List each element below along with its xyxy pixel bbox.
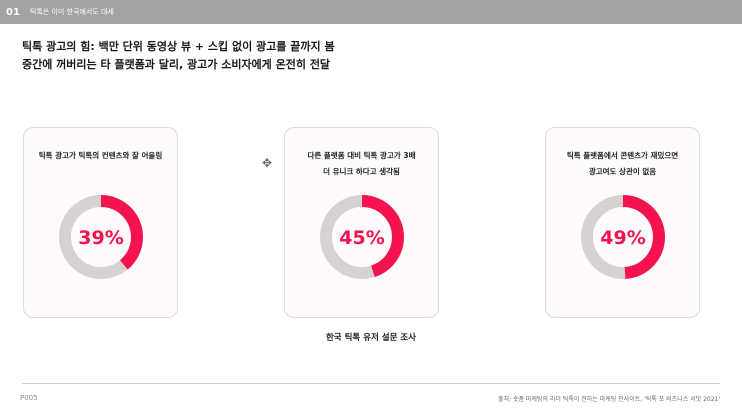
donut-percent-label: 49%	[600, 227, 645, 249]
stat-card-title: 틱톡 플랫폼에서 콘텐츠가 재밌으면 광고여도 상관이 없음	[546, 148, 699, 180]
page-number: P005	[20, 394, 38, 402]
section-header-bar: 01 틱톡은 이미 한국에서도 대세	[0, 0, 742, 24]
stat-card-title-line-1: 틱톡 광고가 틱톡의 컨텐츠와 잘 어울림	[38, 151, 163, 160]
section-number: 01	[6, 6, 20, 18]
stat-card-title-line-2: 더 유니크 하다고 생각됨	[323, 167, 400, 176]
heading-line-1: 틱톡 광고의 힘: 백만 단위 동영상 뷰 + 스킵 없이 광고를 끝까지 봄	[22, 40, 335, 53]
stat-card-title: 틱톡 광고가 틱톡의 컨텐츠와 잘 어울림	[24, 148, 177, 164]
footer-divider	[22, 383, 720, 384]
stat-card-title-line-1: 다른 플랫폼 대비 틱톡 광고가 3배	[307, 151, 416, 160]
stat-card-title: 다른 플랫폼 대비 틱톡 광고가 3배 더 유니크 하다고 생각됨	[285, 148, 438, 180]
slide-heading: 틱톡 광고의 힘: 백만 단위 동영상 뷰 + 스킵 없이 광고를 끝까지 봄 …	[22, 38, 582, 74]
donut-percent-label: 39%	[78, 227, 123, 249]
donut-chart-2: 45%	[319, 195, 404, 279]
source-citation: 출처: 숏폼 마케팅의 리더 틱톡이 전하는 마케팅 인사이트, '틱톡 포 비…	[497, 396, 720, 403]
donut-arc	[580, 195, 665, 279]
section-title: 틱톡은 이미 한국에서도 대세	[29, 8, 114, 16]
stat-card-1: 틱톡 광고가 틱톡의 컨텐츠와 잘 어울림 39%	[23, 127, 178, 318]
stat-card-title-line-1: 틱톡 플랫폼에서 콘텐츠가 재밌으면	[566, 151, 679, 160]
donut-chart-3: 49%	[580, 195, 665, 279]
stat-card-title-line-2: 광고여도 상관이 없음	[588, 167, 657, 176]
stat-card-2: 다른 플랫폼 대비 틱톡 광고가 3배 더 유니크 하다고 생각됨 45%	[284, 127, 439, 318]
donut-arc	[319, 195, 404, 279]
donut-arc	[58, 195, 143, 279]
donut-chart-1: 39%	[58, 195, 143, 279]
heading-line-2: 중간에 꺼버리는 타 플랫폼과 달리, 광고가 소비자에게 온전히 전달	[22, 58, 331, 71]
donut-percent-label: 45%	[339, 227, 384, 249]
stat-card-3: 틱톡 플랫폼에서 콘텐츠가 재밌으면 광고여도 상관이 없음 49%	[545, 127, 700, 318]
survey-caption: 한국 틱톡 유저 설문 조사	[325, 333, 417, 343]
move-cursor-icon: ✥	[262, 156, 273, 170]
